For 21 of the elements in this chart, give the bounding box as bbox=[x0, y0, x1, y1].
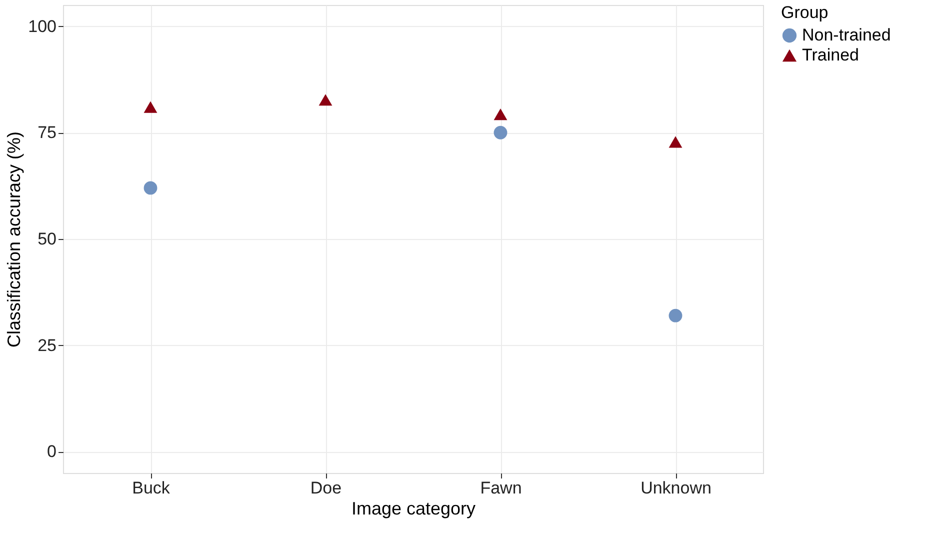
x-tick-label: Unknown bbox=[640, 478, 712, 498]
x-tick-label: Doe bbox=[310, 478, 342, 498]
point bbox=[494, 126, 508, 140]
y-tick-label: 25 bbox=[38, 336, 56, 355]
point bbox=[318, 94, 332, 106]
y-axis-title: Classification accuracy (%) bbox=[4, 131, 24, 348]
y-tick-label: 100 bbox=[28, 16, 56, 36]
legend-title: Group bbox=[781, 3, 828, 22]
x-tick-label: Fawn bbox=[480, 478, 522, 498]
point bbox=[668, 136, 682, 148]
y-tick-label: 50 bbox=[38, 230, 56, 248]
x-tick-label: Buck bbox=[132, 478, 170, 498]
y-tick-label: 75 bbox=[38, 123, 56, 142]
legend-label: Non-trained bbox=[802, 26, 891, 44]
point bbox=[144, 181, 158, 195]
point bbox=[494, 108, 508, 120]
y-tick-label: 0 bbox=[47, 442, 56, 462]
x-axis-title: Image category bbox=[351, 498, 476, 518]
point bbox=[144, 101, 158, 113]
point bbox=[668, 308, 682, 322]
legend-label: Trained bbox=[802, 46, 860, 64]
